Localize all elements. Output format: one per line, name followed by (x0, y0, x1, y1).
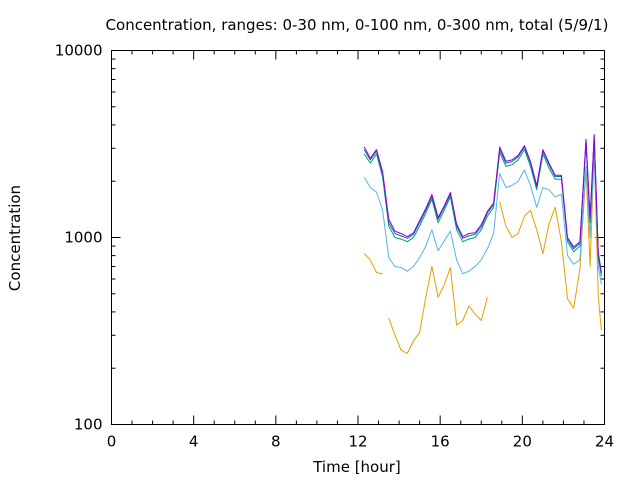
x-tick-label: 4 (189, 433, 199, 451)
series-line-1 (363, 150, 602, 354)
x-tick-label: 12 (348, 433, 367, 451)
series-line-2 (363, 153, 602, 285)
y-tick-labels: 100 1000 10000 (55, 42, 103, 434)
x-axis-label: Time [hour] (312, 458, 401, 476)
series-line-4 (363, 135, 602, 274)
tick-marks (111, 50, 605, 425)
y-tick-label: 1000 (64, 229, 102, 247)
y-axis-label: Concentration (6, 185, 24, 291)
chart-title: Concentration, ranges: 0-30 nm, 0-100 nm… (106, 16, 609, 34)
series-line-5 (363, 134, 602, 273)
plot-frame (111, 50, 605, 425)
y-tick-label: 10000 (55, 42, 103, 60)
x-tick-label: 24 (595, 433, 614, 451)
x-tick-label: 16 (431, 433, 450, 451)
x-tick-label: 8 (271, 433, 281, 451)
x-tick-label: 20 (513, 433, 532, 451)
x-tick-label: 0 (107, 433, 117, 451)
series-line-3 (363, 137, 602, 277)
x-tick-labels: 0 4 8 12 16 20 24 (107, 433, 614, 451)
y-tick-label: 100 (74, 416, 103, 434)
series-layer (363, 134, 602, 354)
